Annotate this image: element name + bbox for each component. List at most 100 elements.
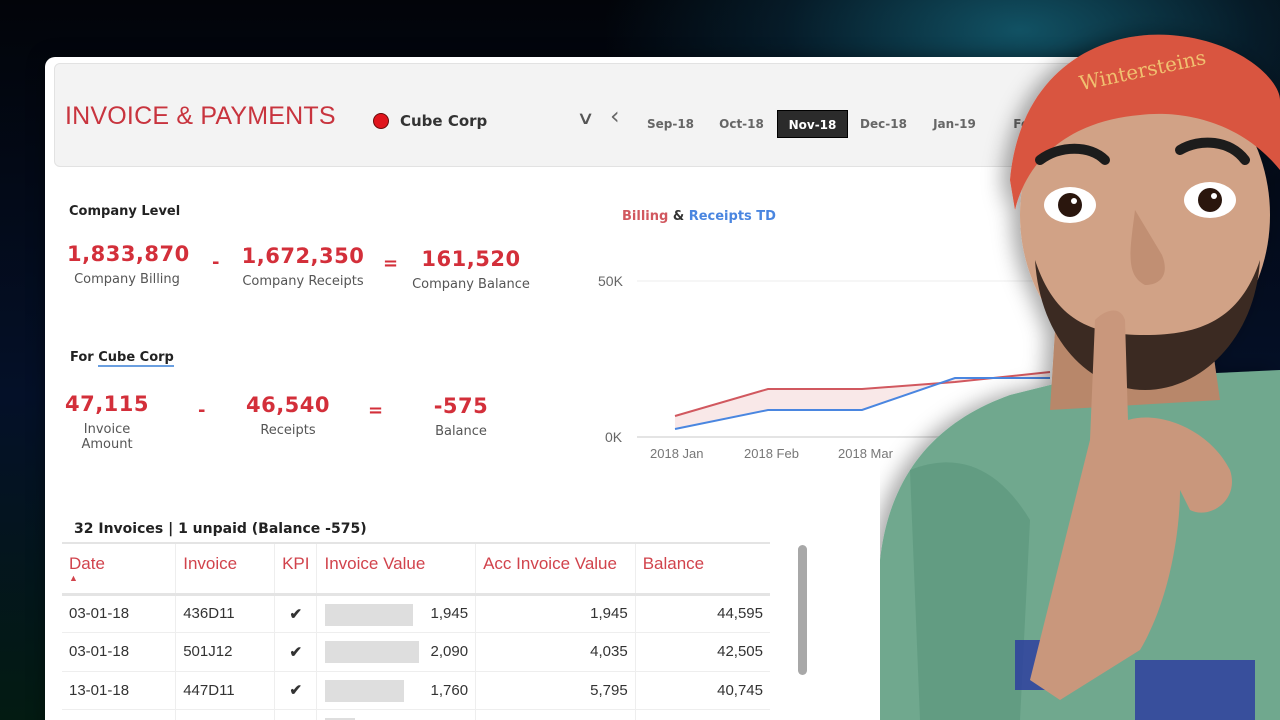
equals-operator: = — [383, 253, 399, 274]
minus-operator: - — [198, 400, 206, 421]
company-billing-label: Company Billing — [74, 272, 180, 287]
balance-label: Balance — [435, 424, 487, 439]
data-bar — [325, 679, 405, 702]
y-tick-50k: 50K — [598, 273, 624, 289]
cell-kpi — [274, 709, 318, 720]
minus-operator: - — [212, 252, 220, 273]
month-nov-18[interactable]: Nov-18 — [777, 110, 848, 138]
col-header-invoice[interactable]: Invoice — [175, 542, 276, 596]
cell-balance: 42,505 — [635, 632, 770, 672]
equals-operator: = — [368, 400, 384, 421]
cell-date: 13-01-18 — [62, 671, 177, 710]
cell-acc-value — [475, 709, 636, 720]
client-dropdown[interactable]: Cube Corp ∨ — [373, 106, 605, 138]
invoice-amount-value: 47,115 — [64, 392, 150, 416]
data-bar — [325, 641, 420, 663]
data-bar — [325, 603, 414, 626]
balance-card: -575 Balance — [416, 394, 506, 439]
company-balance-label: Company Balance — [412, 277, 530, 292]
client-level-prefix: For — [70, 350, 94, 365]
billing-receipts-line-chart: 50K 0K 2018 Jan 2018 Feb 2018 Mar — [598, 273, 1110, 461]
cell-invoice: 501J12 — [175, 632, 276, 672]
chart-title-billing: Billing — [622, 209, 669, 224]
month-sep-18[interactable]: Sep-18 — [646, 117, 695, 131]
cell-invoice-value — [316, 709, 477, 720]
cell-date: 03-01-18 — [62, 594, 177, 633]
receipts-line — [674, 377, 1050, 430]
cell-acc-value: 4,035 — [475, 632, 636, 672]
hand-shape — [1030, 310, 1232, 700]
company-receipts-card: 1,672,350 Company Receipts — [238, 244, 368, 289]
company-level-label: Company Level — [69, 204, 181, 219]
data-bar — [325, 718, 356, 720]
table-row[interactable]: 13-01-18 447D11 ✔ 1,760 5,795 40,745 — [62, 671, 770, 710]
receipts-value: 46,540 — [245, 393, 331, 417]
cell-balance: 44,595 — [635, 594, 770, 633]
cell-invoice-value: 1,945 — [316, 594, 477, 633]
check-icon: ✔ — [274, 632, 318, 672]
chart-title-amp: & — [672, 209, 685, 224]
invoice-amount-card: 47,115 Invoice Amount — [57, 392, 157, 452]
x-tick: 2018 Jan — [650, 446, 704, 461]
invoice-table: Date ▲ Invoice KPI Invoice Value Acc Invo… — [62, 542, 770, 720]
cell-invoice-value: 1,760 — [316, 671, 477, 710]
col-header-acc-invoice-value[interactable]: Acc Invoice Value — [475, 542, 636, 596]
col-header-invoice-value[interactable]: Invoice Value — [316, 542, 477, 596]
client-dropdown-value: Cube Corp — [400, 112, 488, 130]
presenter-overlay: Wintersteins — [880, 34, 1280, 720]
chevron-down-icon[interactable]: ∨ — [576, 108, 595, 129]
y-tick-0k: 0K — [605, 429, 623, 445]
page-title: INVOICE & PAYMENTS — [65, 102, 336, 130]
col-header-date-label: Date — [69, 554, 105, 573]
company-balance-value: 161,520 — [421, 247, 521, 271]
check-icon: ✔ — [274, 594, 318, 633]
month-oct-18[interactable]: Oct-18 — [719, 117, 764, 131]
cell-invoice — [175, 709, 276, 720]
month-jan-19[interactable]: Jan-19 — [933, 117, 976, 131]
chart-title: Billing & Receipts TD — [622, 209, 776, 224]
company-balance-card: 161,520 Company Balance — [411, 247, 531, 292]
cell-balance — [635, 709, 770, 720]
col-header-kpi[interactable]: KPI — [274, 542, 318, 596]
gap-area — [675, 372, 1050, 429]
status-dot-icon — [373, 113, 389, 129]
cell-invoice-value: 2,090 — [316, 632, 477, 672]
cell-invoice: 447D11 — [175, 671, 276, 710]
receipts-label: Receipts — [260, 423, 316, 438]
company-billing-value: 1,833,870 — [67, 242, 190, 266]
cell-date: 03-01-18 — [62, 632, 177, 672]
cell-balance: 40,745 — [635, 671, 770, 710]
sort-ascending-icon: ▲ — [69, 573, 78, 583]
cell-invoice: 436D11 — [175, 594, 276, 633]
balance-value: -575 — [433, 394, 489, 418]
col-header-date[interactable]: Date ▲ — [62, 542, 177, 596]
client-level-label: For Cube Corp — [70, 350, 174, 367]
table-scrollbar[interactable] — [798, 545, 807, 675]
month-dec-18[interactable]: Dec-18 — [860, 117, 907, 131]
chart-title-receipts: Receipts TD — [688, 209, 776, 224]
company-billing-card: 1,833,870 Company Billing — [67, 242, 190, 287]
table-row[interactable]: 03-01-18 501J12 ✔ 2,090 4,035 42,505 — [62, 632, 770, 672]
x-tick: 2018 Feb — [744, 446, 799, 461]
cell-invoice-value-text: 1,945 — [430, 605, 469, 623]
table-row[interactable]: 03-01-18 436D11 ✔ 1,945 1,945 44,595 — [62, 594, 770, 633]
chevron-left-icon[interactable]: ‹ — [610, 102, 620, 130]
cell-date — [62, 709, 177, 720]
cell-invoice-value-text: 1,760 — [430, 681, 469, 699]
invoice-amount-label: Invoice Amount — [81, 422, 133, 452]
cell-acc-value: 5,795 — [475, 671, 636, 710]
check-icon: ✔ — [274, 671, 318, 710]
receipts-card: 46,540 Receipts — [238, 393, 338, 438]
company-receipts-label: Company Receipts — [242, 274, 364, 289]
company-receipts-value: 1,672,350 — [241, 244, 365, 268]
cell-acc-value: 1,945 — [475, 594, 636, 633]
bandana-shape — [1010, 34, 1280, 210]
table-row[interactable] — [62, 709, 770, 720]
month-slicer: Sep-18 Oct-18 Nov-18 Dec-18 Jan-19 Feb — [635, 110, 1061, 138]
col-header-balance[interactable]: Balance — [635, 542, 770, 596]
x-tick: 2018 Mar — [838, 446, 894, 461]
cell-invoice-value-text: 2,090 — [430, 643, 469, 661]
table-header-row: Date ▲ Invoice KPI Invoice Value Acc Invo… — [62, 542, 770, 596]
client-level-name: Cube Corp — [98, 350, 174, 367]
table-caption: 32 Invoices | 1 unpaid (Balance -575) — [74, 521, 367, 537]
